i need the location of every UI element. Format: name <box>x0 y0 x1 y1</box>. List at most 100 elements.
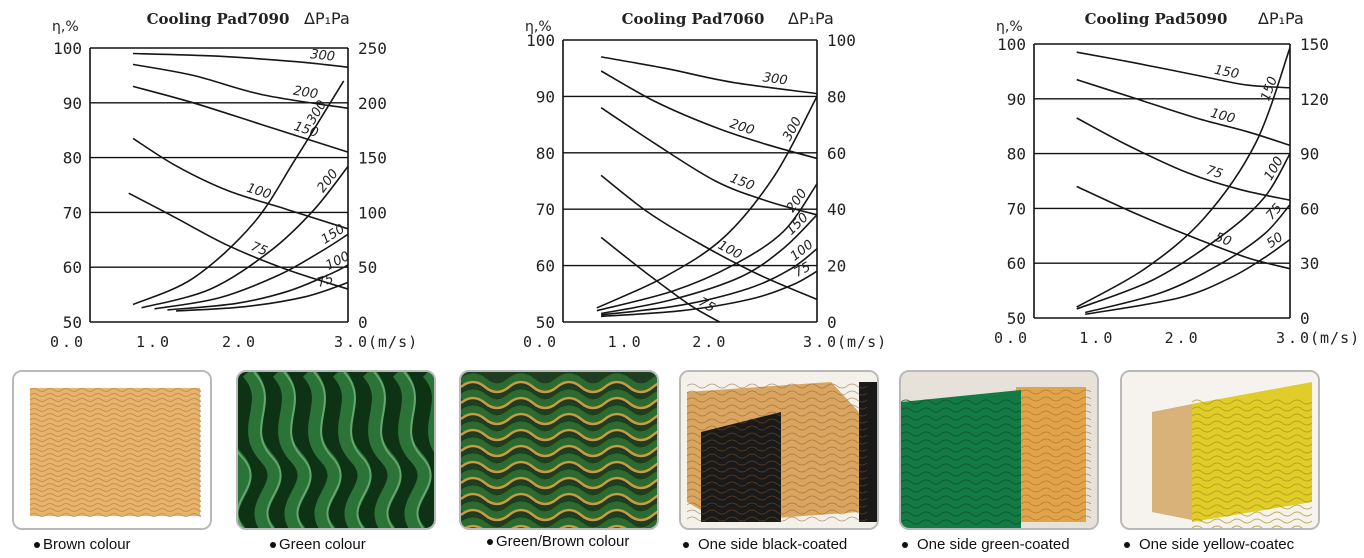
chart-1: 50 60 70 80 90 100 0 20 40 60 80 100 0.0 1.0 2.0 3.0(m/… <box>523 9 887 351</box>
series-label: 75 <box>696 295 718 316</box>
caption-text: Green/Brown colour <box>496 533 630 550</box>
series-label: 200 <box>292 84 319 103</box>
pressure-line-150 <box>1076 47 1291 308</box>
pressure-line-200 <box>141 165 349 309</box>
x-tick-label: 3.0 <box>334 333 370 351</box>
right-tick-label: 100 <box>827 31 856 50</box>
bullet-icon <box>902 542 908 549</box>
left-tick-label: 100 <box>997 35 1026 54</box>
photo-green-pad <box>236 370 436 530</box>
photo-brown-pad <box>12 370 212 530</box>
left-tick-label: 100 <box>53 39 82 58</box>
efficiency-line-200 <box>600 70 818 160</box>
series-label: 150 <box>292 119 320 141</box>
series-label: 200 <box>728 117 756 139</box>
series-label: 150 <box>783 210 811 238</box>
bullet-icon <box>487 539 493 546</box>
efficiency-line-200 <box>132 63 349 110</box>
chart-title: Cooling Pad7060 <box>622 10 765 28</box>
right-axis-label: ΔP₁Pa <box>1258 9 1304 28</box>
left-tick-label: 70 <box>63 203 82 222</box>
left-tick-label: 90 <box>1007 90 1026 109</box>
left-tick-label: 80 <box>63 149 82 168</box>
series-label: 300 <box>762 70 789 88</box>
chart-2: 50 60 70 80 90 100 0 30 60 90 120 150 0.0 1.0 2.0 3.0(m… <box>994 9 1360 347</box>
right-tick-label: 60 <box>1300 199 1319 218</box>
caption-text: Brown colour <box>43 536 131 553</box>
left-tick-label: 50 <box>536 313 555 332</box>
caption-black-coated: One side black-coated <box>683 536 847 553</box>
series-label: 150 <box>1213 63 1240 82</box>
x-tick-label: 0.0 <box>523 333 559 351</box>
x-tick-label: 1.0 <box>608 333 644 351</box>
right-tick-label: 200 <box>358 94 387 113</box>
caption-green-brown: Green/Brown colour <box>487 533 629 550</box>
efficiency-line-50 <box>1076 185 1291 270</box>
left-tick-label: 80 <box>1007 145 1026 164</box>
series-label: 50 <box>1264 230 1286 252</box>
efficiency-line-300 <box>600 56 818 95</box>
caption-green: Green colour <box>270 536 366 553</box>
series-label: 75 <box>1204 163 1224 182</box>
x-unit-label: (m/s) <box>837 333 887 351</box>
right-tick-label: 0 <box>358 313 368 332</box>
series-label: 75 <box>1263 201 1285 223</box>
left-axis-label: η,% <box>52 19 79 35</box>
left-tick-label: 90 <box>536 87 555 106</box>
efficiency-line-150 <box>1076 51 1291 89</box>
pressure-line-200 <box>596 183 818 312</box>
efficiency-line-75 <box>1076 117 1291 201</box>
pad-illustration <box>1122 372 1318 528</box>
left-tick-label: 70 <box>536 200 555 219</box>
right-tick-label: 80 <box>827 87 846 106</box>
caption-green-coated: One side green-coated <box>902 536 1070 553</box>
x-tick-label: 0.0 <box>994 329 1030 347</box>
efficiency-line-100 <box>1076 78 1291 147</box>
efficiency-line-100 <box>600 174 818 301</box>
x-unit-label: (m/s) <box>1310 329 1360 347</box>
caption-text: Green colour <box>279 536 366 553</box>
right-axis-label: ΔP₁Pa <box>304 9 350 28</box>
right-tick-label: 0 <box>1300 309 1310 328</box>
left-tick-label: 100 <box>526 31 555 50</box>
pad-illustration <box>461 372 657 528</box>
right-tick-label: 120 <box>1300 90 1329 109</box>
series-label: 75 <box>315 272 335 291</box>
bullet-icon <box>1124 542 1130 549</box>
pressure-line-100 <box>1076 153 1291 310</box>
series-label: 200 <box>314 167 341 196</box>
right-tick-label: 100 <box>358 203 387 222</box>
left-axis-label: η,% <box>996 19 1023 35</box>
x-tick-label: 3.0 <box>1276 329 1312 347</box>
left-tick-label: 60 <box>63 258 82 277</box>
left-axis-label: η,% <box>525 19 552 35</box>
x-tick-label: 2.0 <box>222 333 258 351</box>
series-label: 100 <box>245 181 273 203</box>
right-tick-label: 50 <box>358 258 377 277</box>
right-tick-label: 150 <box>358 149 387 168</box>
chart-title: Cooling Pad7090 <box>147 10 290 28</box>
efficiency-line-150 <box>132 85 349 153</box>
right-tick-label: 20 <box>827 257 846 276</box>
caption-text: One side green-coated <box>917 536 1070 553</box>
right-tick-label: 150 <box>1300 35 1329 54</box>
x-tick-label: 3.0 <box>803 333 839 351</box>
chart-title: Cooling Pad5090 <box>1085 10 1228 28</box>
chart-0: 50 60 70 80 90 100 0 50 100 150 200 250 0.0 1.0 2.0 3.0… <box>50 9 417 351</box>
pressure-line-150 <box>154 233 349 310</box>
efficiency-line-300 <box>132 52 349 68</box>
right-axis-label: ΔP₁Pa <box>788 9 834 28</box>
right-tick-label: 40 <box>827 200 846 219</box>
series-label: 100 <box>1261 154 1286 183</box>
pressure-line-100 <box>601 248 818 316</box>
left-tick-label: 50 <box>1007 309 1026 328</box>
pad-illustration <box>681 372 877 528</box>
right-tick-label: 90 <box>1300 145 1319 164</box>
bullet-icon <box>683 542 689 549</box>
left-tick-label: 60 <box>536 257 555 276</box>
caption-text: One side black-coated <box>698 536 848 553</box>
left-tick-label: 90 <box>63 94 82 113</box>
x-tick-label: 0.0 <box>50 333 86 351</box>
series-label: 75 <box>249 239 270 259</box>
